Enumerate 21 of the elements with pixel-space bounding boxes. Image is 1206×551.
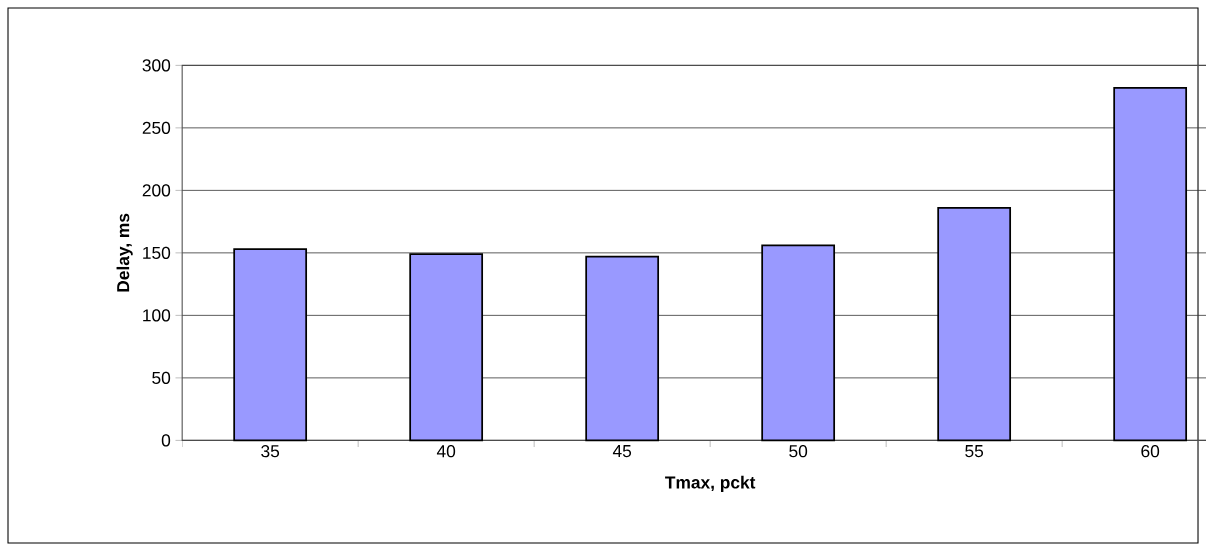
bar (409, 253, 484, 442)
y-axis-title: Delay, ms (116, 213, 133, 292)
y-tick-label: 100 (143, 309, 171, 322)
y-tick-label: 250 (142, 121, 171, 135)
y-tick-label: 200 (142, 184, 171, 197)
y-tick-label: 300 (142, 59, 171, 72)
bar (233, 248, 308, 442)
x-tick-label: 50 (789, 445, 808, 458)
x-tick-label: 55 (965, 445, 984, 458)
bar (761, 244, 836, 442)
x-tick-label: 40 (436, 445, 456, 458)
y-tick-label: 50 (152, 371, 171, 385)
y-tick-label: 0 (161, 434, 171, 447)
x-axis-title: Tmax, pckt (665, 475, 756, 492)
bar (585, 255, 660, 442)
bar (937, 207, 1012, 442)
x-tick-label: 35 (261, 445, 280, 458)
x-tick-label: 60 (1141, 445, 1160, 458)
x-tick-label: 45 (612, 445, 632, 458)
y-tick-label: 150 (143, 246, 171, 260)
bar (1113, 87, 1188, 442)
